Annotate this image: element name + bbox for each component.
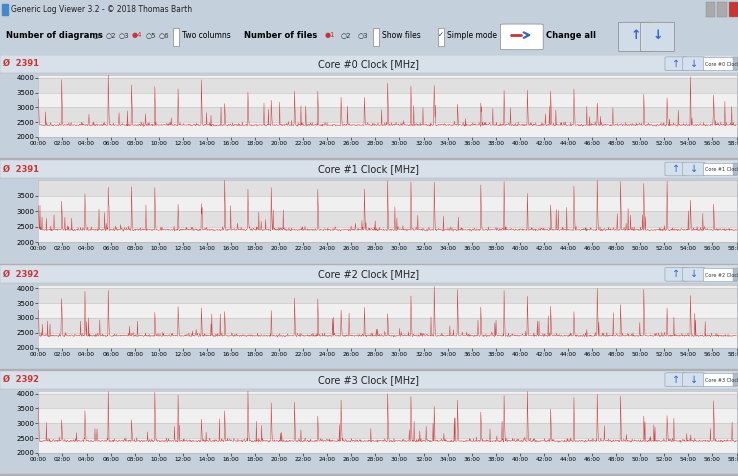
Bar (38, 318, 737, 333)
Bar (717, 2, 727, 17)
Bar (38, 333, 737, 347)
Text: Simple mode: Simple mode (447, 30, 497, 40)
Text: Ø  2392: Ø 2392 (3, 270, 39, 279)
Bar (38, 408, 737, 423)
Bar (0, 159, 738, 160)
Text: ↓: ↓ (652, 29, 663, 41)
Bar (373, 28, 379, 46)
FancyBboxPatch shape (683, 373, 705, 387)
FancyBboxPatch shape (665, 162, 687, 176)
Bar (38, 107, 737, 122)
Text: ↑: ↑ (672, 269, 680, 279)
Text: ○1: ○1 (92, 32, 103, 38)
Text: ●1: ●1 (325, 32, 335, 38)
Bar (38, 92, 737, 107)
Bar (38, 438, 737, 453)
Bar (733, 373, 738, 386)
Bar (38, 286, 737, 288)
FancyBboxPatch shape (683, 162, 705, 176)
Text: Core #2 Clock [MHz]: Core #2 Clock [MHz] (318, 269, 420, 279)
Text: Core #1 Clock [MHz]: Core #1 Clock [MHz] (319, 164, 419, 174)
Bar (38, 122, 737, 137)
Text: ○3: ○3 (357, 32, 368, 38)
Bar (733, 58, 738, 70)
Bar (0, 266, 738, 283)
FancyBboxPatch shape (665, 373, 687, 387)
Bar (0, 475, 738, 476)
Bar (38, 423, 737, 438)
Bar (703, 163, 736, 175)
Bar (38, 288, 737, 303)
Bar (0, 264, 738, 266)
Text: ✓: ✓ (438, 32, 444, 38)
Text: ↑: ↑ (672, 375, 680, 385)
Bar (703, 58, 736, 70)
Bar (173, 28, 179, 46)
Bar (733, 163, 738, 175)
Bar (729, 2, 738, 17)
Text: Change all: Change all (546, 30, 596, 40)
FancyBboxPatch shape (665, 268, 687, 281)
Bar (38, 78, 737, 92)
Text: Show files: Show files (382, 30, 421, 40)
Text: Core #3 Clock [MHz]: Core #3 Clock [MHz] (705, 377, 738, 382)
Text: Ø  2392: Ø 2392 (3, 375, 39, 384)
Text: ○3: ○3 (119, 32, 129, 38)
Bar (38, 75, 737, 78)
Bar (703, 268, 736, 281)
Bar (0, 160, 738, 178)
Text: Number of diagrams: Number of diagrams (6, 30, 103, 40)
Text: ●4: ●4 (132, 32, 142, 38)
Text: ↓: ↓ (689, 269, 698, 279)
Bar (38, 180, 737, 196)
Bar (38, 211, 737, 227)
Text: ↓: ↓ (689, 59, 698, 69)
FancyBboxPatch shape (683, 57, 705, 70)
Bar (0, 55, 738, 73)
Bar (438, 28, 444, 46)
Text: Two columns: Two columns (182, 30, 231, 40)
Bar (38, 394, 737, 408)
FancyBboxPatch shape (641, 22, 675, 51)
Text: ○2: ○2 (106, 32, 116, 38)
FancyBboxPatch shape (665, 57, 687, 70)
Bar (38, 391, 737, 394)
Bar (38, 303, 737, 318)
Bar (703, 373, 736, 386)
Text: ↑: ↑ (672, 164, 680, 174)
Text: ↑: ↑ (630, 29, 641, 41)
Text: Number of files: Number of files (244, 30, 317, 40)
Bar (38, 227, 737, 242)
Text: Generic Log Viewer 3.2 - © 2018 Thomas Barth: Generic Log Viewer 3.2 - © 2018 Thomas B… (11, 5, 192, 14)
Text: ↓: ↓ (689, 164, 698, 174)
Text: Ø  2391: Ø 2391 (3, 59, 39, 68)
Text: ○2: ○2 (341, 32, 351, 38)
Text: Core #1 Clock [MHz]: Core #1 Clock [MHz] (705, 167, 738, 171)
Text: Core #0 Clock [MHz]: Core #0 Clock [MHz] (319, 59, 419, 69)
Bar (706, 2, 715, 17)
Bar (2, 4, 8, 15)
FancyBboxPatch shape (618, 22, 652, 51)
FancyBboxPatch shape (500, 24, 543, 50)
Text: Core #2 Clock [MHz]: Core #2 Clock [MHz] (705, 272, 738, 277)
Bar (38, 196, 737, 211)
Text: Core #0 Clock [MHz]: Core #0 Clock [MHz] (705, 61, 738, 66)
Text: Core #3 Clock [MHz]: Core #3 Clock [MHz] (319, 375, 419, 385)
Text: ○5: ○5 (145, 32, 156, 38)
Text: ○6: ○6 (159, 32, 169, 38)
Text: ↓: ↓ (689, 375, 698, 385)
FancyBboxPatch shape (683, 268, 705, 281)
Bar (733, 268, 738, 281)
Bar (0, 369, 738, 371)
Text: Ø  2391: Ø 2391 (3, 165, 39, 174)
Bar (0, 371, 738, 388)
Text: ↑: ↑ (672, 59, 680, 69)
